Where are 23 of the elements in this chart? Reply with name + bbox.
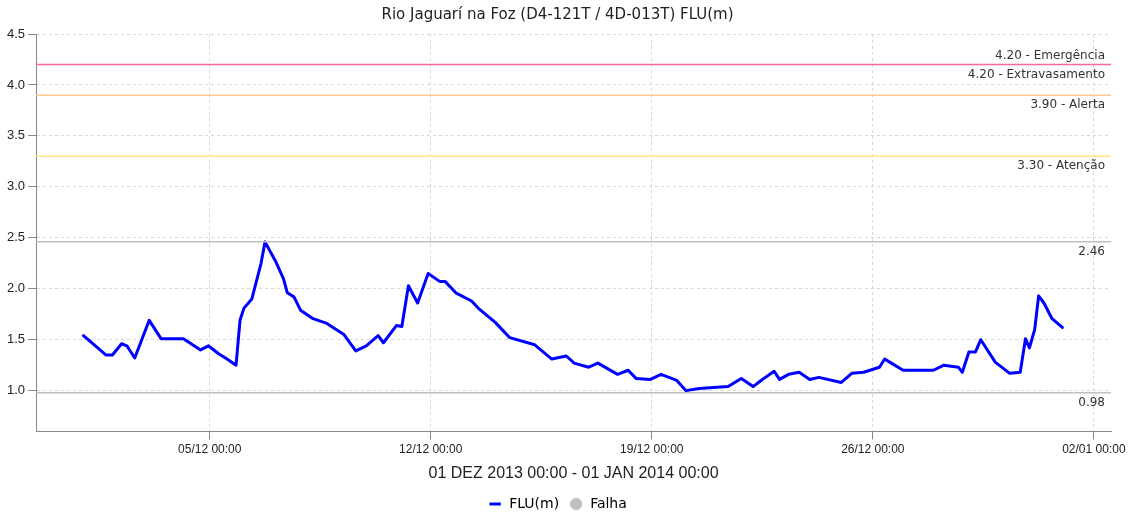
legend-label: FLU(m) [509, 494, 560, 511]
chart-title: Rio Jaguarí na Foz (D4-121T / 4D-013T) FLU(m) [381, 4, 734, 23]
x-tick-label: 12/12 00:00 [399, 441, 463, 456]
y-tick-label: 1.0 [6, 382, 26, 398]
y-tick-label: 3.0 [6, 178, 26, 194]
y-tick-label: 1.5 [6, 331, 26, 347]
annotation: 4.20 - Emergência [995, 47, 1105, 62]
x-tick-label: 02/01 00:00 [1062, 441, 1126, 456]
legend-label: Falha [590, 494, 627, 511]
y-tick-label: 3.5 [6, 127, 26, 143]
ref-line-label: 0.98 [1078, 394, 1105, 409]
y-tick-label: 2.5 [6, 229, 26, 245]
x-tick-label: 05/12 00:00 [178, 441, 242, 456]
x-tick-label: 26/12 00:00 [841, 441, 905, 456]
y-tick-label: 4.5 [6, 25, 26, 41]
y-tick-label: 2.0 [6, 280, 26, 296]
y-tick-label: 4.0 [6, 76, 26, 92]
ref-line-label: 2.46 [1078, 244, 1105, 258]
x-tick-label: 19/12 00:00 [620, 441, 684, 456]
ref-line-label: 4.20 - Extravasamento [967, 66, 1105, 81]
x-axis-title: 01 DEZ 2013 00:00 - 01 JAN 2014 00:00 [428, 463, 719, 481]
ref-line-label: 3.90 - Alerta [1030, 97, 1105, 112]
ref-line-label: 3.30 - Atenção [1017, 158, 1105, 173]
